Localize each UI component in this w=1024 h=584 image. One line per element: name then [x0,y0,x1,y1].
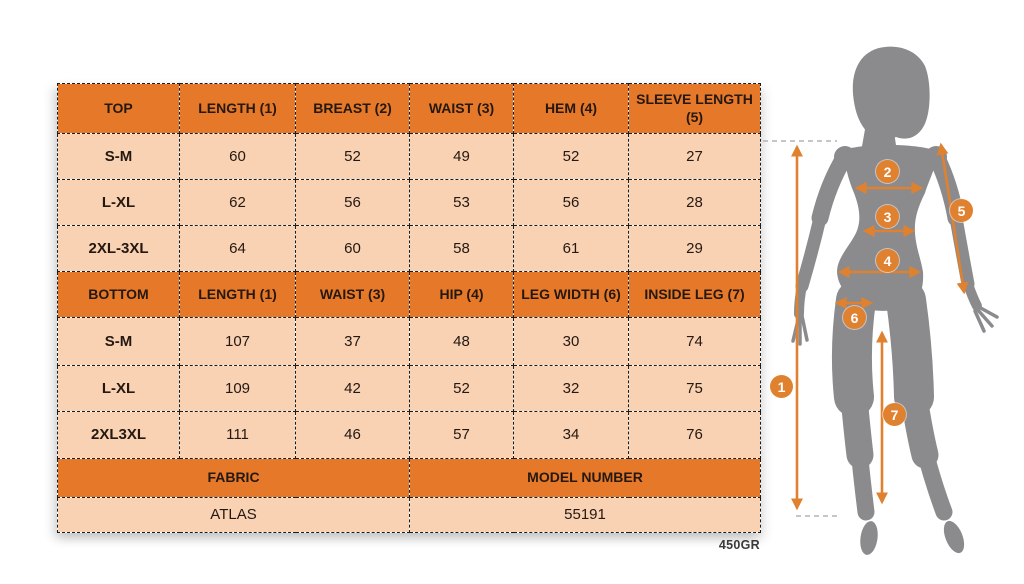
size-label: 2XL3XL [57,410,180,459]
size-label: L-XL [57,179,180,227]
cell: 107 [179,317,296,366]
table-row: 2XL3XL 111 46 57 34 76 [57,410,761,459]
size-label: L-XL [57,364,180,412]
cell: 28 [628,179,761,227]
cell: 61 [513,225,629,273]
footer-value-row: ATLAS 55191 [57,496,761,534]
woman-silhouette-icon [791,46,999,555]
measurement-figure [763,46,999,555]
cell: 75 [628,364,761,412]
cell: 53 [409,179,514,227]
model-number-value-cell: 55191 [409,496,761,534]
measure-marker-4: 4 [876,249,899,272]
size-label: S-M [57,317,180,366]
cell: 60 [179,133,296,181]
cell: 52 [409,364,514,412]
cell: 52 [295,133,410,181]
bottom-header-row: BOTTOM LENGTH (1) WAIST (3) HIP (4) LEG … [57,271,761,319]
cell: 62 [179,179,296,227]
cell: 64 [179,225,296,273]
cell: 57 [409,410,514,459]
bottom-header-cell: LENGTH (1) [179,271,296,319]
cell: 27 [628,133,761,181]
bottom-header-cell: INSIDE LEG (7) [628,271,761,319]
bottom-header-cell: WAIST (3) [295,271,410,319]
cell: 49 [409,133,514,181]
measure-marker-2: 2 [876,160,899,183]
table-row: S-M 107 37 48 30 74 [57,317,761,366]
footer-header-row: FABRIC MODEL NUMBER [57,457,761,498]
measure-marker-7: 7 [883,403,906,426]
cell: 56 [513,179,629,227]
bottom-header-cell: LEG WIDTH (6) [513,271,629,319]
top-header-cell: WAIST (3) [409,82,514,135]
cell: 58 [409,225,514,273]
cell: 37 [295,317,410,366]
measure-marker-5: 5 [950,199,973,222]
top-header-cell: BREAST (2) [295,82,410,135]
measure-marker-3: 3 [876,205,899,228]
top-header-cell: HEM (4) [513,82,629,135]
top-header-cell: TOP [57,82,180,135]
table-row: 2XL-3XL 64 60 58 61 29 [57,225,761,273]
size-label: S-M [57,133,180,181]
cell: 111 [179,410,296,459]
table-row: S-M 60 52 49 52 27 [57,133,761,181]
cell: 34 [513,410,629,459]
cell: 46 [295,410,410,459]
cell: 56 [295,179,410,227]
cell: 60 [295,225,410,273]
fabric-header-cell: FABRIC [57,457,410,498]
cell: 30 [513,317,629,366]
cell: 32 [513,364,629,412]
fabric-value-cell: ATLAS [57,496,410,534]
bottom-header-cell: HIP (4) [409,271,514,319]
cell: 48 [409,317,514,366]
measure-marker-6: 6 [843,306,866,329]
size-chart-table: TOP LENGTH (1) BREAST (2) WAIST (3) HEM … [57,82,761,534]
measurement-arrows [791,142,969,511]
table-row: L-XL 109 42 52 32 75 [57,364,761,412]
bottom-header-cell: BOTTOM [57,271,180,319]
guide-dashes [763,140,837,517]
measure-marker-1: 1 [770,375,793,398]
size-label: 2XL-3XL [57,225,180,273]
cell: 76 [628,410,761,459]
cell: 29 [628,225,761,273]
model-number-header-cell: MODEL NUMBER [409,457,761,498]
cell: 42 [295,364,410,412]
top-header-cell: SLEEVE LENGTH (5) [628,82,761,135]
weight-footnote: 450GR [718,538,760,552]
top-header-cell: LENGTH (1) [179,82,296,135]
cell: 109 [179,364,296,412]
cell: 52 [513,133,629,181]
top-header-row: TOP LENGTH (1) BREAST (2) WAIST (3) HEM … [57,82,761,135]
table-row: L-XL 62 56 53 56 28 [57,179,761,227]
